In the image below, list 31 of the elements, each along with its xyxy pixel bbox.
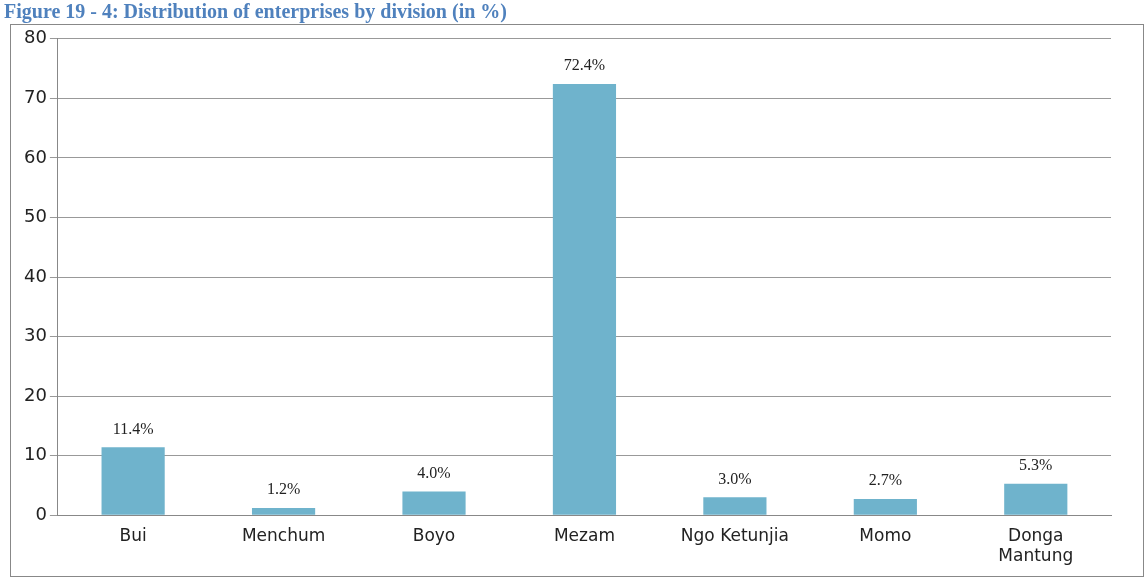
x-tick-label: Momo [859,524,912,545]
y-tick-label: 30 [24,324,47,346]
bar [853,499,917,515]
data-label: 2.7% [868,471,902,489]
data-label: 72.4% [563,56,606,74]
y-tick-label: 50 [24,205,47,227]
x-tick-label: Donga Mantung [998,524,1074,566]
x-tick-label: Ngo Ketunjia [680,524,789,545]
y-tick-label: 80 [24,26,47,48]
data-label: 3.0% [718,469,752,487]
bar [552,84,617,515]
data-label: 5.3% [1019,455,1053,473]
bar [1004,483,1068,515]
y-tick-label: 10 [24,443,47,465]
y-tick-label: 20 [24,383,47,405]
x-tick-label: Bui [119,524,147,545]
data-label: 4.0% [417,463,451,481]
bar [703,497,767,515]
data-label: 1.2% [266,480,301,498]
x-tick-label: Boyo [412,524,456,545]
bar [402,491,466,515]
x-tick-label: Mezam [553,524,615,545]
data-label: 11.4% [112,419,154,437]
y-tick-label: 60 [24,145,47,167]
y-tick-label: 0 [35,502,47,524]
y-tick-label: 40 [24,264,47,286]
chart-title: Figure 19 - 4: Distribution of enterprises by division (in %) [3,0,508,22]
y-tick-label: 70 [24,86,47,108]
x-tick-label: Menchum [241,524,326,545]
bar [251,508,316,515]
bar [101,447,165,515]
